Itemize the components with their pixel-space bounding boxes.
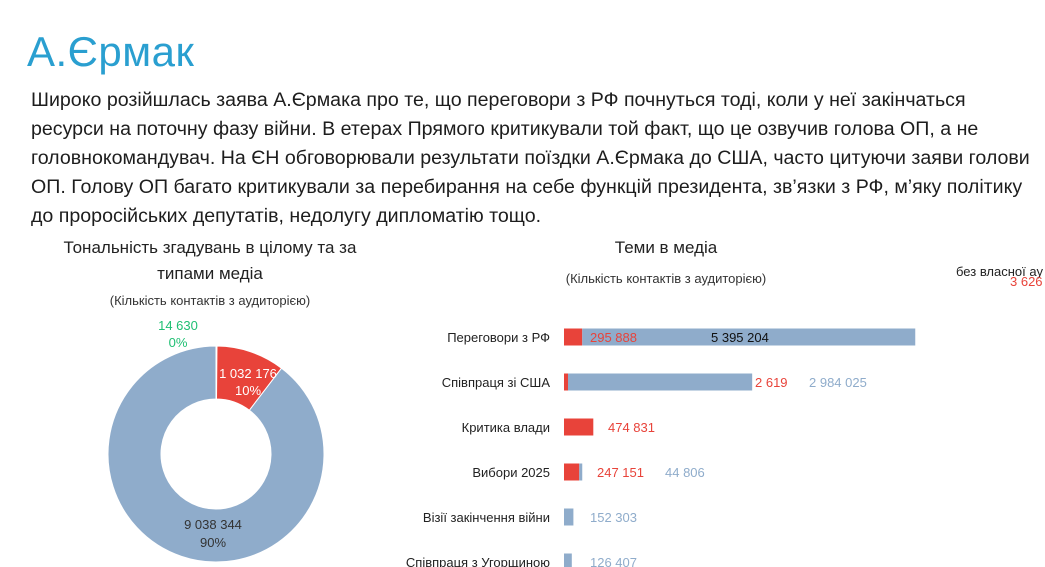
partial-heading: без власної ау [956, 264, 1043, 279]
bar-red-label-0: 295 888 [590, 330, 637, 345]
bar-red-0 [564, 328, 583, 346]
bar-category-label-4: Візії закінчення війни [423, 510, 550, 525]
bar-red-3 [564, 463, 580, 481]
bar-blue-5 [564, 553, 572, 567]
bar-red-label-1: 2 619 [755, 375, 788, 390]
donut-title-line2: типами медіа [157, 264, 263, 283]
bar-red-label-2: 474 831 [608, 420, 655, 435]
bar-blue-label-0: 5 395 204 [711, 330, 769, 345]
bar-red-2 [564, 418, 594, 436]
bar-blue-label-3: 44 806 [665, 465, 705, 480]
bar-blue-1 [568, 373, 753, 391]
donut-pct-label-0: 0% [169, 335, 188, 350]
donut-title: Тональність згадувань в цілому та за тип… [40, 235, 380, 287]
bar-category-label-0: Переговори з РФ [447, 330, 550, 345]
bar-blue-0 [582, 328, 916, 346]
donut-value-label-1: 1 032 176 [219, 366, 277, 381]
donut-value-label-0: 14 630 [158, 318, 198, 333]
description: Широко розійшлась заява А.Єрмака про те,… [31, 89, 1030, 227]
bar-blue-4 [564, 508, 574, 526]
bar-blue-label-1: 2 984 025 [809, 375, 867, 390]
bar-category-label-1: Співпраця зі США [442, 375, 551, 390]
bar-red-1 [564, 373, 568, 391]
bar-category-label-5: Співпраця з Угорщиною [406, 555, 550, 567]
bar-title: Теми в медіа [614, 238, 718, 257]
bar-blue-label-4: 152 303 [590, 510, 637, 525]
bar-category-label-3: Вибори 2025 [472, 465, 550, 480]
bar-blue-3 [579, 463, 583, 481]
bar-subtitle: (Кількість контактів з аудиторією) [565, 271, 767, 286]
page-title: А.Єрмак [27, 28, 195, 75]
donut-pct-label-1: 10% [235, 383, 261, 398]
bar-red-label-3: 247 151 [597, 465, 644, 480]
partial-value: 3 626 [1010, 274, 1043, 289]
bar-blue-label-5: 126 407 [590, 555, 637, 567]
donut-pct-label-2: 90% [200, 535, 226, 550]
donut-slice-2 [107, 345, 325, 563]
bar-category-label-2: Критика влади [462, 420, 550, 435]
donut-value-label-2: 9 038 344 [184, 517, 242, 532]
donut-subtitle: (Кількість контактів з аудиторією) [109, 293, 311, 308]
donut-title-line1: Тональність згадувань в цілому та за [63, 238, 357, 257]
